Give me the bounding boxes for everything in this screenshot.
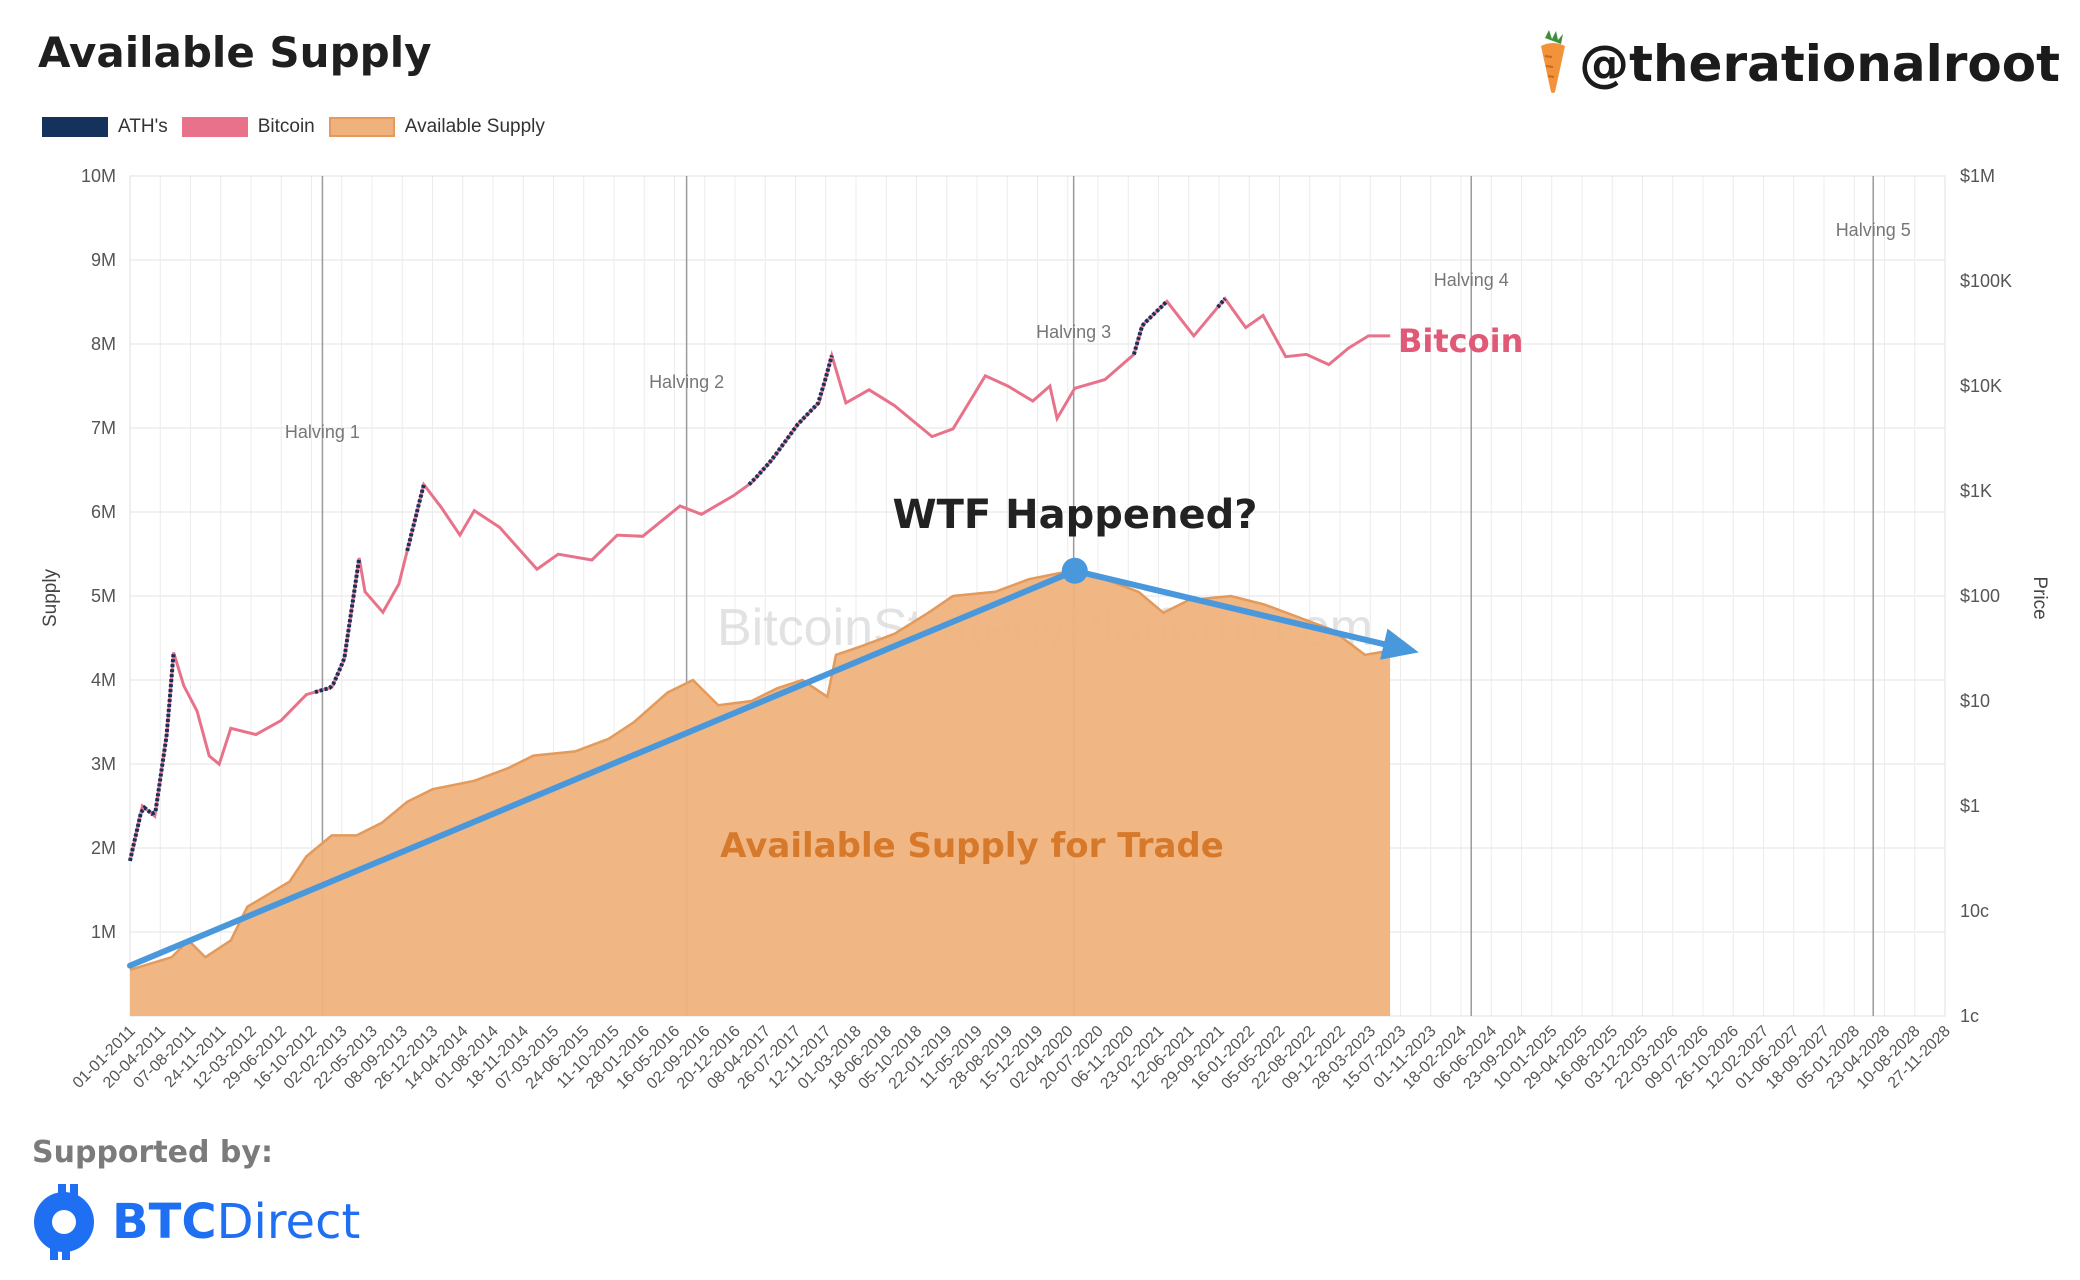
- left-tick-label: 10M: [81, 166, 116, 186]
- peak-marker: [1061, 557, 1088, 584]
- bitcoin-line: [128, 296, 1391, 862]
- right-tick-label: $10: [1960, 691, 1990, 711]
- legend: ATH's Bitcoin Available Supply: [42, 116, 545, 138]
- trend-arrow-head: [1380, 628, 1419, 660]
- trend-arrow-line: [1071, 567, 1415, 654]
- legend-swatch-supply: [328, 117, 395, 137]
- sponsor-bold: BTC: [112, 1194, 217, 1250]
- supply-area-line: [129, 569, 1391, 971]
- ath-segment: [405, 484, 426, 552]
- halving-label: Halving 4: [1434, 270, 1509, 290]
- bitcoin-price-line: [128, 296, 1391, 862]
- supply-area-fill: [130, 570, 1391, 1016]
- btcdirect-logo[interactable]: BTCDirect: [30, 1180, 360, 1264]
- question-annotation: WTF Happened?: [893, 492, 1258, 538]
- carrot-icon: [1535, 30, 1571, 98]
- left-tick-label: 7M: [91, 418, 116, 438]
- ath-segment: [747, 354, 834, 486]
- legend-label-bitcoin: Bitcoin: [257, 116, 315, 137]
- brand-handle: @therationalroot: [1535, 30, 2060, 98]
- right-tick-label: $1M: [1960, 166, 1995, 186]
- halving-label: Halving 3: [1036, 322, 1111, 342]
- legend-item-bitcoin[interactable]: Bitcoin: [181, 116, 315, 138]
- left-axis-ticks: 1M 2M 3M 4M 5M 6M 7M 8M 9M 10M: [81, 166, 116, 942]
- supported-by-label: Supported by:: [32, 1135, 273, 1170]
- right-tick-label: $1K: [1960, 481, 1992, 501]
- left-tick-label: 9M: [91, 250, 116, 270]
- right-axis-label: Price: [2029, 576, 2050, 619]
- right-tick-label: $100K: [1960, 271, 2012, 291]
- left-tick-label: 1M: [91, 922, 116, 942]
- chart-title: Available Supply: [38, 28, 432, 77]
- ath-segment: [1216, 297, 1227, 309]
- btcdirect-icon: [30, 1180, 100, 1264]
- halving-label: Halving 5: [1836, 220, 1911, 240]
- trend-arrows: [127, 557, 1419, 969]
- ath-segment: [314, 557, 362, 695]
- sponsor-rest: Direct: [216, 1194, 361, 1250]
- handle-text: @therationalroot: [1579, 35, 2060, 93]
- ath-markers: [128, 297, 1227, 862]
- legend-swatch-ath: [42, 117, 108, 137]
- bitcoin-series-label: Bitcoin: [1398, 322, 1523, 360]
- area-annotation: Available Supply for Trade: [720, 826, 1224, 866]
- legend-label-supply: Available Supply: [404, 116, 545, 137]
- halving-lines: Halving 1 Halving 2 Halving 3 Halving 4 Halv…: [285, 176, 1911, 1016]
- right-tick-label: $10K: [1960, 376, 2002, 396]
- ath-segment: [1131, 299, 1169, 355]
- left-tick-label: 6M: [91, 502, 116, 522]
- left-tick-label: 3M: [91, 754, 116, 774]
- left-tick-label: 4M: [91, 670, 116, 690]
- left-axis-label: Supply: [40, 568, 61, 627]
- right-tick-label: $1: [1960, 796, 1980, 816]
- left-tick-label: 8M: [91, 334, 116, 354]
- legend-item-supply[interactable]: Available Supply: [328, 116, 545, 138]
- right-tick-label: 10c: [1960, 901, 1989, 921]
- legend-item-ath[interactable]: ATH's: [42, 116, 168, 138]
- halving-label: Halving 1: [285, 422, 360, 442]
- right-tick-label: 1c: [1960, 1006, 1979, 1026]
- right-axis-ticks: 1c 10c $1 $10 $100 $1K $10K $100K $1M: [1960, 166, 2012, 1026]
- ath-segment: [128, 652, 176, 862]
- supply-chart: Halving 1 Halving 2 Halving 3 Halving 4 Halv…: [40, 166, 2050, 1093]
- legend-swatch-bitcoin: [181, 117, 248, 137]
- left-tick-label: 2M: [91, 838, 116, 858]
- halving-label: Halving 2: [649, 372, 724, 392]
- right-tick-label: $100: [1960, 586, 2000, 606]
- trend-arrow-line: [127, 567, 1078, 969]
- x-axis-ticks: 01-01-201120-04-201107-08-201124-11-2011…: [70, 1023, 1954, 1093]
- available-supply-area: [129, 569, 1391, 1016]
- left-tick-label: 5M: [91, 586, 116, 606]
- legend-label-ath: ATH's: [118, 116, 168, 137]
